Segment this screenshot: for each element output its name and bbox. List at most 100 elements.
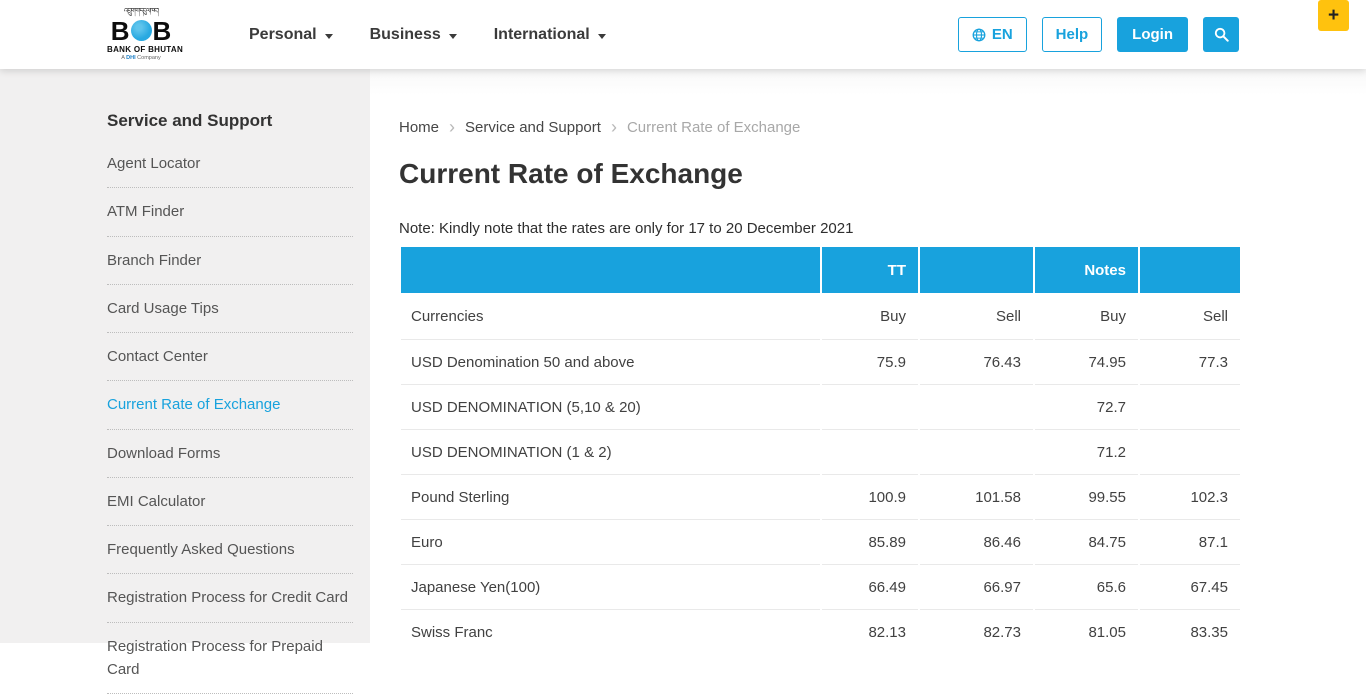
menu-item-personal[interactable]: Personal <box>249 26 333 44</box>
sidebar: Service and Support Agent LocatorATM Fin… <box>0 69 370 643</box>
table-cell: 67.45 <box>1140 564 1240 609</box>
table-cell <box>1140 384 1240 429</box>
table-row: USD DENOMINATION (5,10 & 20) 72.7 <box>401 384 1240 429</box>
sidebar-item[interactable]: Branch Finder <box>107 237 353 285</box>
language-label: EN <box>992 26 1013 43</box>
help-label: Help <box>1056 26 1089 43</box>
table-column-header-cell: Currencies <box>401 293 820 339</box>
table-cell: 86.46 <box>920 519 1033 564</box>
breadcrumb-item[interactable]: Service and Support <box>465 119 601 136</box>
table-cell <box>1140 429 1240 474</box>
globe-icon <box>972 28 986 42</box>
language-button[interactable]: EN <box>958 17 1027 52</box>
search-icon <box>1214 27 1229 42</box>
table-cell <box>920 429 1033 474</box>
table-cell: 76.43 <box>920 339 1033 384</box>
table-column-header-cell: Buy <box>822 293 918 339</box>
table-cell: 85.89 <box>822 519 918 564</box>
table-cell: 102.3 <box>1140 474 1240 519</box>
sidebar-menu: Agent LocatorATM FinderBranch FinderCard… <box>107 140 353 694</box>
bank-logo[interactable]: འབྲུག་གི་དངུལ་ཁང་། BB BANK OF BHUTAN A D… <box>107 8 175 62</box>
menu-item-label: Personal <box>249 26 317 44</box>
table-column-header-cell: Sell <box>1140 293 1240 339</box>
table-column-header-cell: Buy <box>1035 293 1138 339</box>
sidebar-item[interactable]: Registration Process for Credit Card <box>107 574 353 622</box>
table-cell: 87.1 <box>1140 519 1240 564</box>
breadcrumb: Home › Service and Support › Current Rate of… <box>399 119 1366 136</box>
logo-bob-letters: BB <box>107 18 175 44</box>
plus-icon: + <box>1328 5 1339 27</box>
sidebar-item[interactable]: Download Forms <box>107 430 353 478</box>
table-group-header-cell <box>1140 247 1240 293</box>
page-title: Current Rate of Exchange <box>399 158 1366 190</box>
table-cell: Japanese Yen(100) <box>401 564 820 609</box>
table-row: Pound Sterling100.9101.5899.55102.3 <box>401 474 1240 519</box>
table-row: Euro85.8986.4684.7587.1 <box>401 519 1240 564</box>
sidebar-item[interactable]: Agent Locator <box>107 140 353 188</box>
table-group-header-cell <box>401 247 820 293</box>
search-button[interactable] <box>1203 17 1239 52</box>
logo-tagline: A DHI Company <box>107 56 175 62</box>
table-column-header-row: CurrenciesBuySellBuySell <box>401 293 1240 339</box>
sidebar-item[interactable]: Registration Process for Prepaid Card <box>107 623 353 694</box>
sidebar-item[interactable]: Frequently Asked Questions <box>107 526 353 574</box>
table-cell <box>822 429 918 474</box>
logo-letter-b-left: B <box>111 18 130 44</box>
table-cell: 72.7 <box>1035 384 1138 429</box>
table-row: USD Denomination 50 and above75.976.4374… <box>401 339 1240 384</box>
accessibility-plus-button[interactable]: + <box>1318 0 1349 31</box>
table-row: Swiss Franc82.1382.7381.0583.35 <box>401 609 1240 654</box>
table-cell: Euro <box>401 519 820 564</box>
table-group-header-cell <box>920 247 1033 293</box>
logo-letter-b-right: B <box>153 18 172 44</box>
table-cell: 99.55 <box>1035 474 1138 519</box>
sidebar-item[interactable]: ATM Finder <box>107 188 353 236</box>
table-cell <box>920 384 1033 429</box>
table-cell <box>822 384 918 429</box>
sidebar-item[interactable]: Contact Center <box>107 333 353 381</box>
table-column-header-cell: Sell <box>920 293 1033 339</box>
table-cell: 65.6 <box>1035 564 1138 609</box>
breadcrumb-separator-icon: › <box>449 118 455 136</box>
menu-item-international[interactable]: International <box>494 26 606 44</box>
sidebar-item[interactable]: Current Rate of Exchange <box>107 381 353 429</box>
table-cell: 71.2 <box>1035 429 1138 474</box>
chevron-down-icon <box>598 34 606 39</box>
main-menu: Personal Business International <box>249 26 606 44</box>
table-cell: 66.49 <box>822 564 918 609</box>
table-cell: USD DENOMINATION (5,10 & 20) <box>401 384 820 429</box>
table-cell: 82.73 <box>920 609 1033 654</box>
table-cell: 100.9 <box>822 474 918 519</box>
login-label: Login <box>1132 26 1173 43</box>
menu-item-business[interactable]: Business <box>370 26 457 44</box>
table-cell: 82.13 <box>822 609 918 654</box>
logo-globe-icon <box>131 20 152 41</box>
table-cell: Pound Sterling <box>401 474 820 519</box>
breadcrumb-item[interactable]: Home <box>399 119 439 136</box>
table-cell: 101.58 <box>920 474 1033 519</box>
help-button[interactable]: Help <box>1042 17 1103 52</box>
table-group-header-cell: TT <box>822 247 918 293</box>
breadcrumb-item: Current Rate of Exchange <box>627 119 800 136</box>
sidebar-item[interactable]: EMI Calculator <box>107 478 353 526</box>
table-row: Japanese Yen(100)66.4966.9765.667.45 <box>401 564 1240 609</box>
table-cell: USD DENOMINATION (1 & 2) <box>401 429 820 474</box>
sidebar-heading: Service and Support <box>107 111 370 131</box>
exchange-rates-table: TTNotes CurrenciesBuySellBuySellUSD Deno… <box>399 247 1242 654</box>
table-row: USD DENOMINATION (1 & 2) 71.2 <box>401 429 1240 474</box>
table-cell: 66.97 <box>920 564 1033 609</box>
breadcrumb-separator-icon: › <box>611 118 617 136</box>
table-cell: USD Denomination 50 and above <box>401 339 820 384</box>
sidebar-item[interactable]: Card Usage Tips <box>107 285 353 333</box>
navbar-actions: EN Help Login <box>958 17 1239 52</box>
menu-item-label: Business <box>370 26 441 44</box>
top-navbar: འབྲུག་གི་དངུལ་ཁང་། BB BANK OF BHUTAN A D… <box>0 0 1366 69</box>
login-button[interactable]: Login <box>1117 17 1188 52</box>
table-cell: 77.3 <box>1140 339 1240 384</box>
table-cell: 81.05 <box>1035 609 1138 654</box>
page-body: Service and Support Agent LocatorATM Fin… <box>0 69 1366 643</box>
rates-note: Note: Kindly note that the rates are onl… <box>399 220 1366 237</box>
menu-item-label: International <box>494 26 590 44</box>
table-cell: 74.95 <box>1035 339 1138 384</box>
chevron-down-icon <box>325 34 333 39</box>
